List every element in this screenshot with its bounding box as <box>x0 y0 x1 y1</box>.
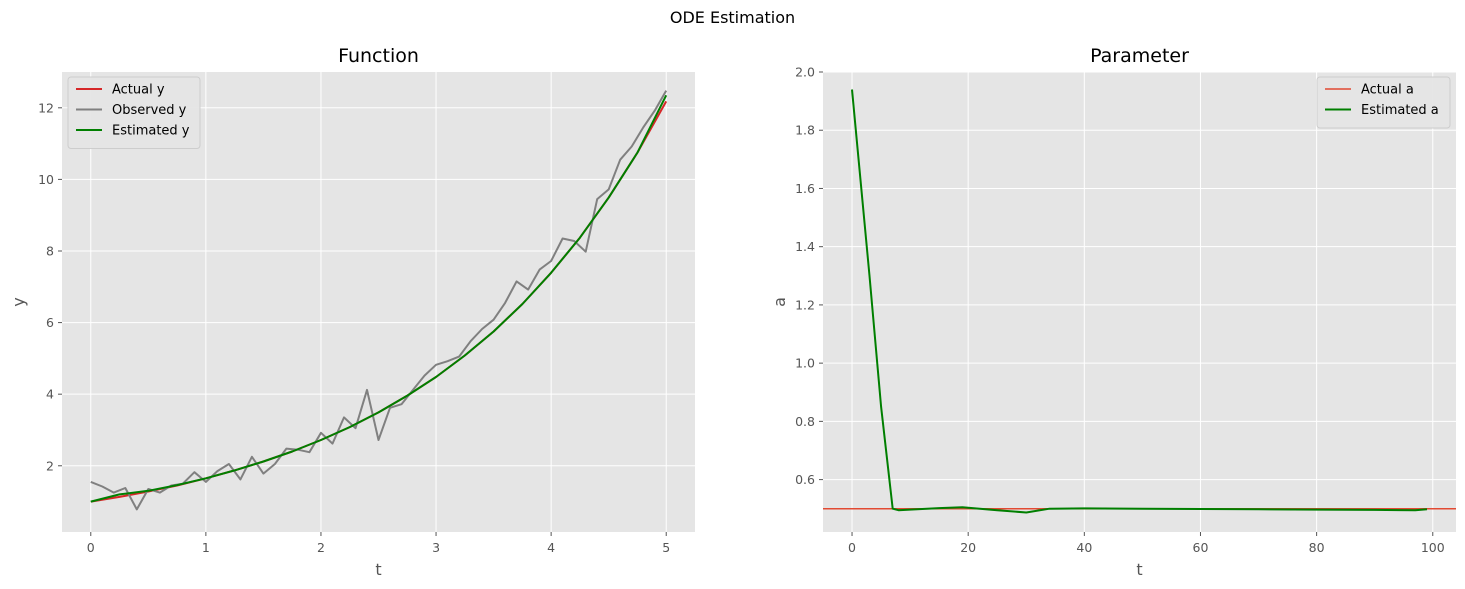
function-x-tick-label: 4 <box>547 540 555 555</box>
function-legend: Actual y Observed y Estimated y <box>67 76 201 149</box>
function-y-tick-label: 2 <box>46 458 54 473</box>
function-series-estimated-y <box>90 94 668 503</box>
parameter-legend-label: Actual a <box>1361 83 1414 98</box>
function-y-tick-label: 4 <box>46 387 54 402</box>
parameter-panel: 0 20 40 60 80 100 0.6 0.8 1.0 1.2 1.4 1.6 1.8 2.0 Para… <box>770 45 1456 579</box>
parameter-y-tick-label: 1.0 <box>795 356 815 371</box>
function-y-tick-label: 12 <box>38 100 54 115</box>
parameter-legend: Actual a Estimated a <box>1316 76 1451 129</box>
function-x-tick-label: 3 <box>432 540 440 555</box>
parameter-x-tick-label: 100 <box>1421 540 1445 555</box>
parameter-y-tick-label: 0.8 <box>795 414 815 429</box>
parameter-y-tick-label: 2.0 <box>795 65 815 80</box>
function-title: Function <box>338 45 419 67</box>
function-y-tick-label: 6 <box>46 315 54 330</box>
function-series-observed-y <box>90 90 668 511</box>
parameter-legend-label: Estimated a <box>1361 103 1439 118</box>
function-x-tick-label: 0 <box>87 540 95 555</box>
function-legend-label: Observed y <box>112 103 187 118</box>
parameter-y-tick-label: 1.8 <box>795 123 815 138</box>
parameter-y-tick-label: 1.4 <box>795 239 815 254</box>
parameter-x-tick-label: 80 <box>1309 540 1325 555</box>
function-y-tick-label: 8 <box>46 243 54 258</box>
function-x-axis-label: t <box>375 560 381 579</box>
function-x-tick-label: 5 <box>662 540 670 555</box>
parameter-y-tick-label: 1.2 <box>795 297 815 312</box>
parameter-x-tick-label: 20 <box>960 540 976 555</box>
function-x-tick-label: 1 <box>202 540 210 555</box>
parameter-y-axis-label: a <box>770 297 789 307</box>
parameter-x-tick-label: 60 <box>1193 540 1209 555</box>
parameter-plot-area <box>823 72 1456 532</box>
parameter-x-tick-label: 40 <box>1076 540 1092 555</box>
function-legend-label: Actual y <box>112 83 165 98</box>
parameter-x-tick-label: 0 <box>848 540 856 555</box>
function-legend-label: Estimated y <box>112 124 190 139</box>
function-x-tick-label: 2 <box>317 540 325 555</box>
function-y-tick-label: 10 <box>38 172 54 187</box>
parameter-title: Parameter <box>1090 45 1189 67</box>
parameter-x-axis-label: t <box>1136 560 1142 579</box>
parameter-y-tick-label: 0.6 <box>795 472 815 487</box>
figure-title: ODE Estimation <box>669 8 796 27</box>
parameter-y-tick-label: 1.6 <box>795 181 815 196</box>
parameter-series-estimated-a <box>851 89 1428 514</box>
function-y-axis-label: y <box>9 297 28 306</box>
